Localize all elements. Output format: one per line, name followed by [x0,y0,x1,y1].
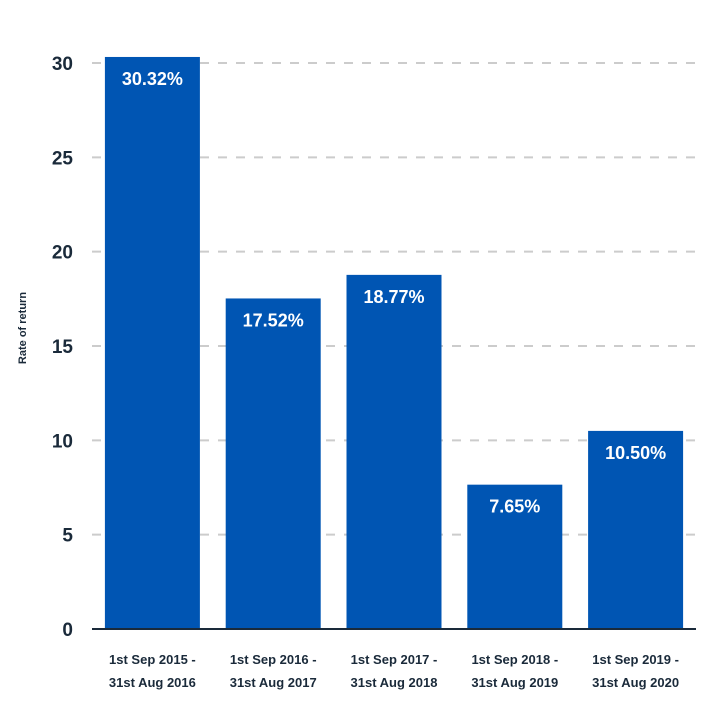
x-tick-label: 31st Aug 2016 [109,675,196,690]
x-tick-label: 1st Sep 2019 - [592,652,679,667]
bar [104,56,200,630]
x-tick-label: 1st Sep 2017 - [351,652,438,667]
bar [467,484,563,629]
bars: 30.32% 17.52% 18.77% 7.65% 10.50% [104,56,684,630]
bar [346,274,442,629]
y-tick-label: 15 [52,337,74,358]
data-label: 7.65% [489,497,540,517]
y-axis-ticks: 0 5 10 15 20 25 30 [52,54,74,641]
x-tick-label: 1st Sep 2015 - [109,652,196,667]
data-label: 17.52% [243,310,304,330]
x-tick-label: 1st Sep 2016 - [230,652,317,667]
bar [588,430,684,629]
x-tick-label: 31st Aug 2019 [471,675,558,690]
x-tick-label: 31st Aug 2018 [351,675,438,690]
x-tick-label: 31st Aug 2020 [592,675,679,690]
y-tick-label: 10 [52,431,73,452]
data-label: 18.77% [363,287,424,307]
y-tick-label: 20 [52,243,73,264]
y-axis-title: Rate of return [17,292,29,364]
y-tick-label: 30 [52,54,73,75]
y-tick-label: 5 [62,526,73,547]
data-label: 30.32% [122,69,183,89]
y-tick-label: 0 [62,620,73,641]
x-tick-label: 31st Aug 2017 [230,675,317,690]
y-tick-label: 25 [52,148,74,169]
x-axis-labels: 1st Sep 2015 - 31st Aug 2016 1st Sep 2016 … [109,652,679,690]
bar [225,298,321,629]
x-tick-label: 1st Sep 2018 - [471,652,558,667]
data-label: 10.50% [605,443,666,463]
